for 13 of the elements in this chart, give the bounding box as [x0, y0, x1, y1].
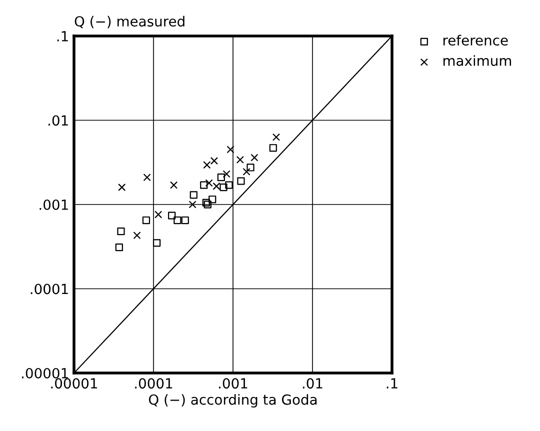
x-tick-label: .01	[302, 378, 322, 389]
legend-label: reference	[443, 34, 508, 46]
y-tick-label: .001	[40, 199, 68, 210]
x-tick-label: .1	[386, 378, 398, 388]
y-tick-label: .1	[57, 31, 68, 42]
x-tick-label: .001	[219, 378, 248, 389]
y-tick-label: .00001	[22, 368, 68, 378]
y-tick-label: .0001	[30, 284, 68, 294]
y-axis-title: Q (−) measured	[74, 16, 184, 28]
x-axis-title: Q (−) according ta Goda	[148, 394, 317, 408]
legend-label: maximum	[443, 55, 512, 66]
x-tick-label: .0001	[135, 378, 172, 389]
y-tick-label: .01	[48, 115, 68, 126]
